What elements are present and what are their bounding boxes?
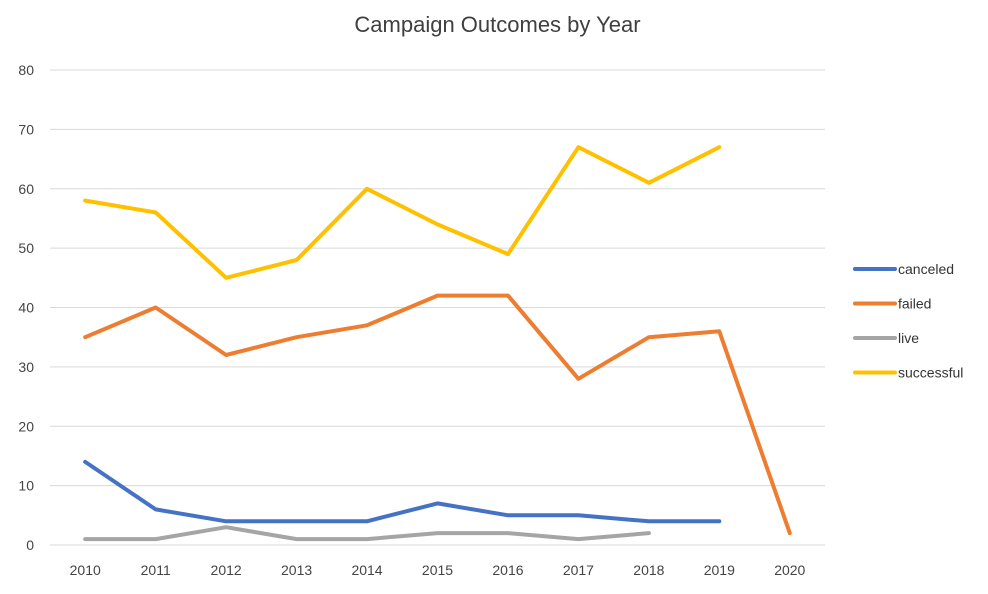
y-tick-label: 10	[18, 478, 34, 494]
series-line-canceled	[83, 459, 722, 524]
x-tick-label: 2012	[211, 562, 242, 578]
y-tick-label: 20	[18, 418, 34, 434]
y-tick-label: 70	[18, 121, 34, 137]
x-tick-label: 2020	[774, 562, 805, 578]
x-tick-label: 2010	[70, 562, 101, 578]
y-tick-label: 60	[18, 181, 34, 197]
y-tick-label: 0	[26, 537, 34, 553]
x-tick-label: 2014	[351, 562, 382, 578]
x-tick-label: 2017	[563, 562, 594, 578]
legend-label: failed	[898, 296, 931, 312]
chart-title: Campaign Outcomes by Year	[354, 12, 641, 37]
legend-label: canceled	[898, 261, 954, 277]
x-tick-label: 2011	[141, 562, 171, 578]
x-tick-label: 2019	[704, 562, 735, 578]
x-tick-label: 2013	[281, 562, 312, 578]
y-tick-label: 30	[18, 359, 34, 375]
legend-label: live	[898, 330, 919, 346]
x-tick-label: 2016	[492, 562, 523, 578]
x-tick-label: 2015	[422, 562, 453, 578]
series-line-failed	[83, 293, 792, 536]
series-line-successful	[83, 145, 722, 280]
y-tick-label: 50	[18, 240, 34, 256]
series-line-live	[83, 525, 651, 542]
x-tick-label: 2018	[633, 562, 664, 578]
legend-label: successful	[898, 365, 963, 381]
y-tick-label: 80	[18, 62, 34, 78]
y-tick-label: 40	[18, 300, 34, 316]
